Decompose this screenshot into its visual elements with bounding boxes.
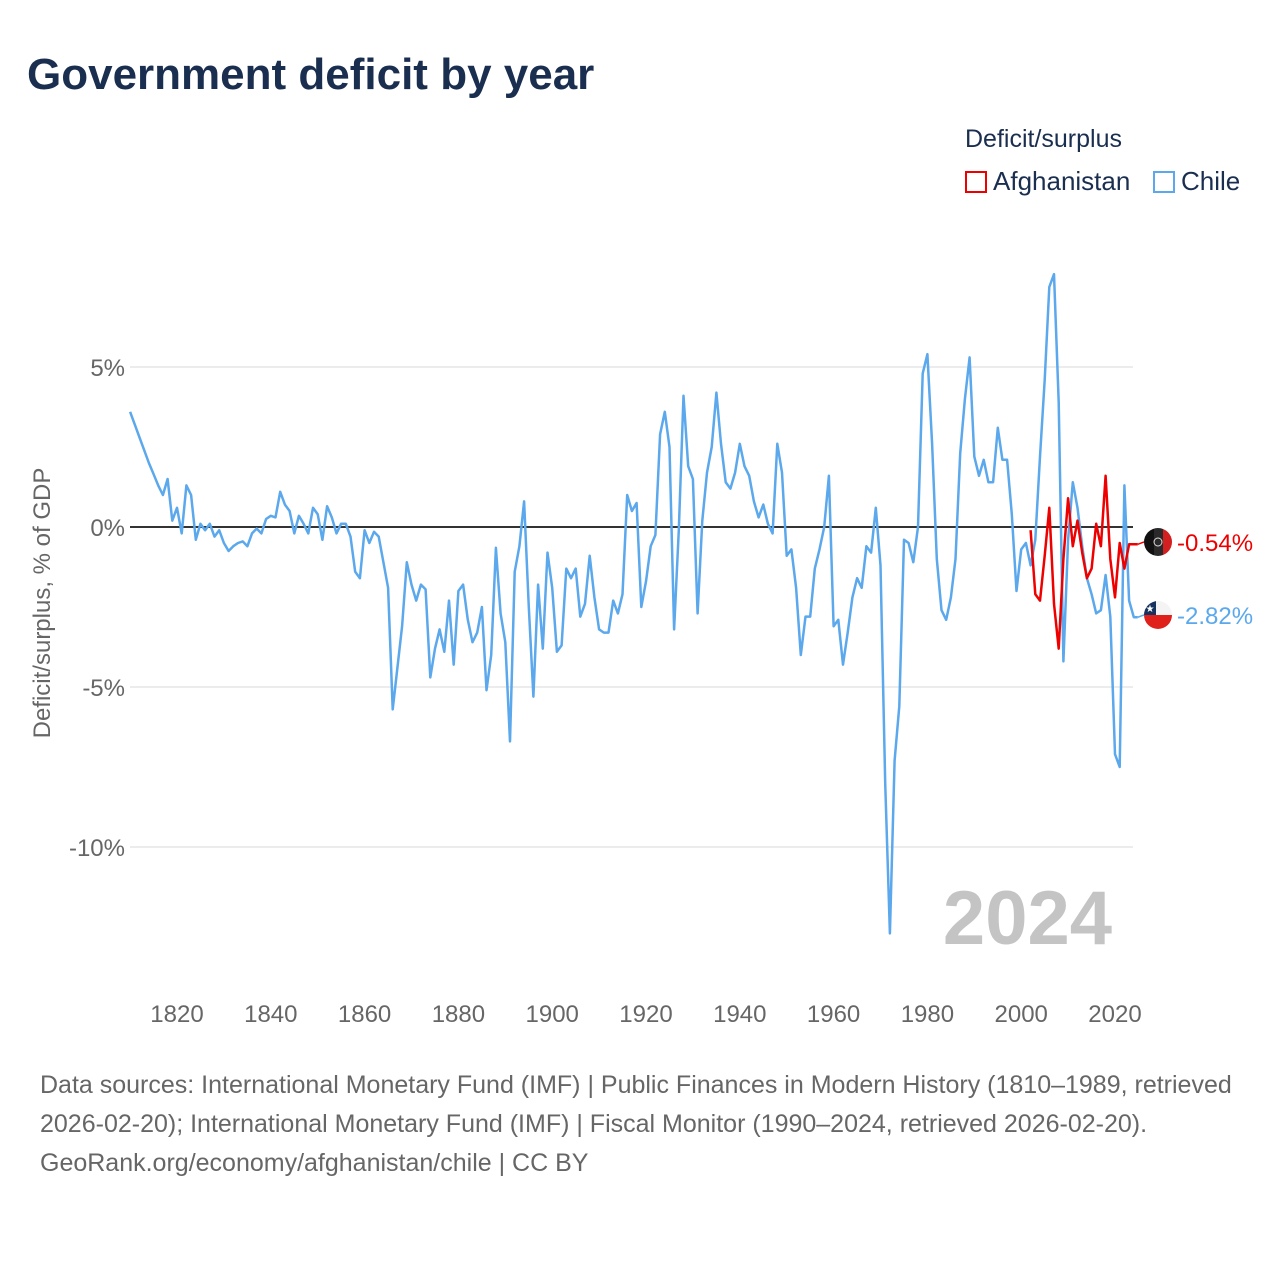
flag-marker-afghanistan (1144, 528, 1172, 556)
flag-red (1163, 528, 1172, 556)
legend-label-afghanistan: Afghanistan (993, 166, 1131, 196)
flag-marker-chile: ★ (1144, 601, 1172, 629)
label-connector (1137, 541, 1145, 545)
legend-title: Deficit/surplus (965, 125, 1122, 153)
series-line-afghanistan (1029, 474, 1138, 650)
legend-label-chile: Chile (1181, 166, 1241, 196)
x-tick-label: 2020 (1088, 1001, 1141, 1028)
star-icon: ★ (1146, 604, 1155, 615)
flag-black (1144, 528, 1154, 556)
y-axis-label: Deficit/surplus, % of GDP (29, 468, 56, 739)
x-tick-label: 1900 (526, 1001, 579, 1028)
y-tick-label: -10% (69, 835, 125, 862)
x-tick-label: 1820 (150, 1001, 203, 1028)
x-tick-label: 1980 (901, 1001, 954, 1028)
label-connector (1137, 614, 1145, 618)
end-value-label-afghanistan: -0.54% (1177, 530, 1253, 557)
x-tick-label: 1960 (807, 1001, 860, 1028)
legend-swatch-chile (1153, 170, 1175, 193)
emblem-icon (1153, 537, 1163, 547)
x-tick-label: 1920 (619, 1001, 672, 1028)
data-sources: Data sources: International Monetary Fun… (40, 1071, 1232, 1138)
legend-item-afghanistan[interactable]: Afghanistan (965, 166, 1130, 197)
chile-flag-icon: ★ (1144, 601, 1172, 629)
y-tick-label: 0% (90, 515, 125, 542)
afghanistan-flag-icon (1144, 528, 1172, 556)
legend-item-chile[interactable]: Chile (1153, 166, 1240, 197)
year-watermark: 2024 (943, 876, 1112, 961)
x-tick-label: 1940 (713, 1001, 766, 1028)
page-title: Government deficit by year (27, 50, 595, 99)
legend-swatch-afghanistan (965, 170, 987, 193)
line-chart: 2024 5% 0% -5% -10% 1820 1840 1860 1880 1900 1920 1… (29, 272, 1253, 1028)
flag-middle (1154, 528, 1163, 556)
y-tick-label: -5% (82, 675, 125, 702)
y-tick-label: 5% (90, 355, 125, 382)
x-tick-label: 2000 (995, 1001, 1048, 1028)
x-tick-label: 1840 (244, 1001, 297, 1028)
x-tick-label: 1880 (432, 1001, 485, 1028)
series-line-chile (128, 272, 1138, 935)
end-value-label-chile: -2.82% (1177, 603, 1253, 630)
credit-link[interactable]: GeoRank.org/economy/afghanistan/chile | … (40, 1149, 589, 1177)
x-tick-label: 1860 (338, 1001, 391, 1028)
footer: Data sources: International Monetary Fun… (40, 1066, 1240, 1183)
flag-red (1144, 615, 1172, 629)
